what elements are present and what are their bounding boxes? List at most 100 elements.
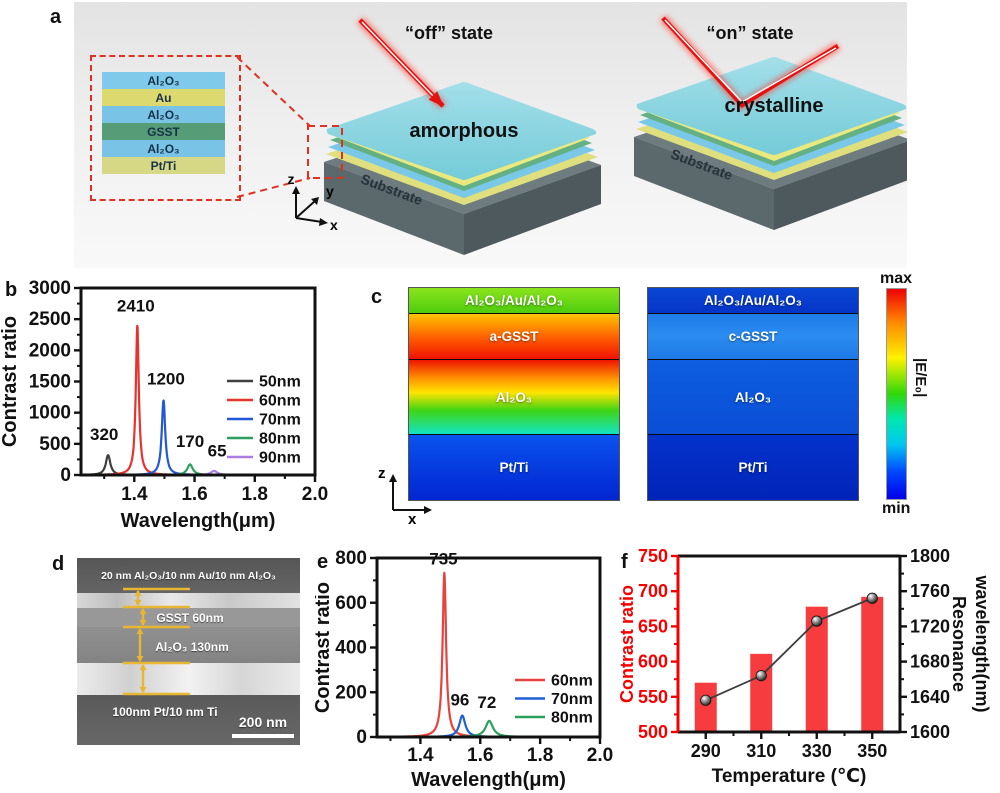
inset-layer-al2o3-mid: Al₂O₃ bbox=[102, 106, 225, 123]
y-tick-label: 2000 bbox=[29, 340, 71, 361]
inset-layer-label: Au bbox=[155, 90, 172, 105]
sem-band-trilayer bbox=[77, 593, 300, 608]
map-layer-al2o3: Al₂O₃ bbox=[648, 360, 858, 435]
sem-band-gsst bbox=[77, 608, 300, 627]
peak-annotation: 1200 bbox=[147, 370, 185, 389]
inset-layer-gsst: GSST bbox=[102, 123, 225, 140]
peak-annotation: 170 bbox=[176, 432, 204, 451]
x-tick-label: 310 bbox=[746, 741, 776, 761]
x-tick-label: 1.6 bbox=[181, 484, 207, 505]
marker-290 bbox=[700, 694, 712, 706]
x-tick-label: 350 bbox=[857, 741, 887, 761]
sem-annotation-al2o3: Al₂O₃ 130nm bbox=[155, 640, 229, 654]
left-tick-label: 750 bbox=[638, 546, 668, 566]
axis-y-label: y bbox=[326, 183, 334, 199]
substrate-side-face bbox=[464, 165, 601, 255]
legend-label: 90nm bbox=[259, 450, 301, 467]
y-tick-label: 1000 bbox=[29, 403, 71, 424]
inset-layer-label: GSST bbox=[147, 124, 180, 139]
sem-annotation-trilayer: 20 nm Al₂O₃/10 nm Au/10 nm Al₂O₃ bbox=[101, 570, 276, 582]
inset-connector-lines bbox=[236, 56, 343, 198]
map-layer-label: Pt/Ti bbox=[738, 460, 768, 475]
x-tick-label: 1.4 bbox=[121, 484, 148, 505]
panel-c-label: c bbox=[371, 286, 383, 308]
map-layer-cgsst: c-GSST bbox=[648, 314, 858, 360]
map-layer-ptti: Pt/Ti bbox=[409, 435, 619, 500]
x-axis-title: Wavelength(μm) bbox=[121, 510, 276, 532]
bar-350 bbox=[861, 596, 884, 732]
left-tick-label: 650 bbox=[638, 616, 668, 636]
right-tick-label: 1600 bbox=[910, 722, 950, 742]
peak-annotation: 735 bbox=[429, 549, 457, 568]
crystalline-label: crystalline bbox=[725, 95, 824, 117]
left-axis-title: Contrast ratio bbox=[617, 585, 637, 703]
inset-layer-al2o3-top: Al₂O₃ bbox=[102, 72, 225, 89]
panel-a-label: a bbox=[50, 6, 62, 28]
y-tick-label: 500 bbox=[39, 434, 71, 455]
right-tick-label: 1800 bbox=[910, 546, 950, 566]
field-map-crystalline: Al₂O₃/Au/Al₂O₃ c-GSST Al₂O₃ Pt/Ti bbox=[647, 287, 859, 501]
substrate-front-face bbox=[324, 162, 464, 255]
x-tick-label: 2.0 bbox=[587, 745, 613, 766]
on-beam-arrow bbox=[659, 14, 841, 111]
amorphous-label: amorphous bbox=[410, 120, 519, 142]
bar-290 bbox=[694, 682, 717, 732]
map-layer-trilayer: Al₂O₃/Au/Al₂O₃ bbox=[648, 288, 858, 314]
device-stack: Substrate bbox=[324, 82, 601, 255]
top-al2o3-sheet bbox=[326, 82, 597, 180]
y-tick-label: 0 bbox=[356, 727, 367, 748]
sem-annotation-ptti: 100nm Pt/10 nm Ti bbox=[112, 705, 218, 719]
inset-stack: Al₂O₃ Au Al₂O₃ GSST Al₂O₃ Pt/Ti bbox=[102, 72, 225, 174]
inset-layer-label: Al₂O₃ bbox=[147, 141, 180, 156]
y-tick-label: 1500 bbox=[29, 372, 71, 393]
y-tick-label: 0 bbox=[60, 465, 71, 486]
panel-e-label: e bbox=[317, 551, 329, 573]
legend-label: 50nm bbox=[259, 374, 301, 391]
x-tick-label: 1.8 bbox=[242, 484, 268, 505]
temperature-bar-line-chart: 290 310 330 350 500 550 600 650 700 750 1600 1640 16… bbox=[617, 546, 992, 787]
y-axis-title: Contrast ratio bbox=[315, 582, 334, 713]
off-state-label: “off” state bbox=[405, 23, 493, 43]
sem-annotation-gsst: GSST 60nm bbox=[156, 611, 224, 625]
inset-layer-ptti: Pt/Ti bbox=[102, 157, 225, 174]
legend-label: 80nm bbox=[259, 431, 301, 448]
right-tick-label: 1720 bbox=[910, 616, 950, 636]
right-tick-label: 1760 bbox=[910, 581, 950, 601]
colorbar-min-label: min bbox=[882, 500, 911, 517]
left-tick-label: 600 bbox=[638, 652, 668, 672]
map-layer-label: a-GSST bbox=[489, 329, 539, 344]
map-layer-label: Al₂O₃/Au/Al₂O₃ bbox=[465, 293, 563, 308]
y-axis-title: Contrast ratio bbox=[0, 316, 21, 447]
left-tick-label: 700 bbox=[638, 581, 668, 601]
sem-band-pt bbox=[77, 663, 300, 695]
y-tick-label: 800 bbox=[335, 548, 367, 569]
y-tick-label: 3000 bbox=[29, 278, 71, 299]
sem-band-top bbox=[77, 558, 300, 593]
x-axis-title: Temperature (℃) bbox=[712, 766, 867, 787]
colorbar-max-label: max bbox=[880, 270, 913, 287]
measurement-lines bbox=[123, 587, 190, 696]
device-schematic: Substrate “off” state “on” state amorpho… bbox=[236, 14, 907, 255]
axis-z-label: z bbox=[288, 171, 295, 187]
right-axis-title: wavelength(nm) bbox=[972, 574, 992, 712]
colorbar bbox=[886, 288, 907, 500]
right-axis-title: Resonance bbox=[949, 596, 969, 692]
x-tick-label: 330 bbox=[802, 741, 832, 761]
x-axis-title: Wavelength(μm) bbox=[411, 769, 566, 791]
layer-stack-inset: Al₂O₃ Au Al₂O₃ GSST Al₂O₃ Pt/Ti bbox=[90, 55, 241, 201]
x-arrowhead bbox=[319, 218, 328, 226]
map-layer-agsst: a-GSST bbox=[409, 314, 619, 360]
peak-annotation: 320 bbox=[90, 425, 118, 444]
legend-label: 60nm bbox=[259, 393, 301, 410]
sem-scale-label: 200 nm bbox=[238, 714, 288, 730]
map-layer-label: c-GSST bbox=[728, 329, 778, 344]
right-tick-label: 1640 bbox=[910, 687, 950, 707]
map-layer-label: Al₂O₃ bbox=[495, 389, 533, 405]
field-map-amorphous: Al₂O₃/Au/Al₂O₃ a-GSST Al₂O₃ Pt/Ti bbox=[408, 287, 620, 501]
coordinate-axes bbox=[295, 192, 323, 223]
marker-330 bbox=[811, 615, 823, 627]
x-tick-label: 290 bbox=[691, 741, 721, 761]
marker-350 bbox=[866, 592, 878, 604]
colorbar-axis-label: |E/E₀| bbox=[912, 358, 929, 398]
y-tick-label: 600 bbox=[335, 593, 367, 614]
